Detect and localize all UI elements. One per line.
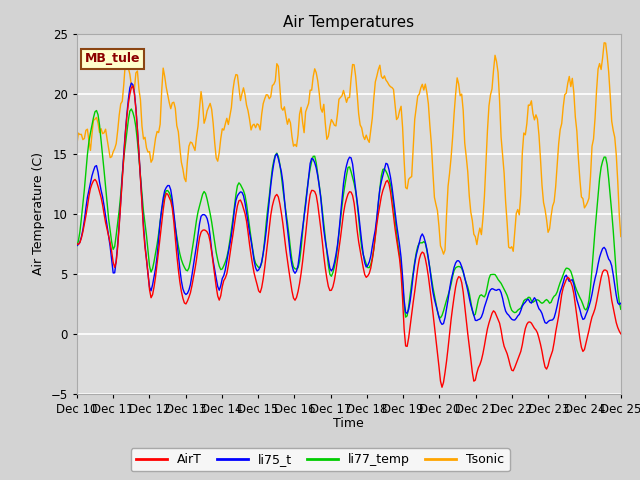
Legend: AirT, li75_t, li77_temp, Tsonic: AirT, li75_t, li77_temp, Tsonic [131,448,509,471]
Y-axis label: Air Temperature (C): Air Temperature (C) [32,152,45,275]
X-axis label: Time: Time [333,417,364,430]
Title: Air Temperatures: Air Temperatures [284,15,414,30]
Text: MB_tule: MB_tule [85,52,140,65]
